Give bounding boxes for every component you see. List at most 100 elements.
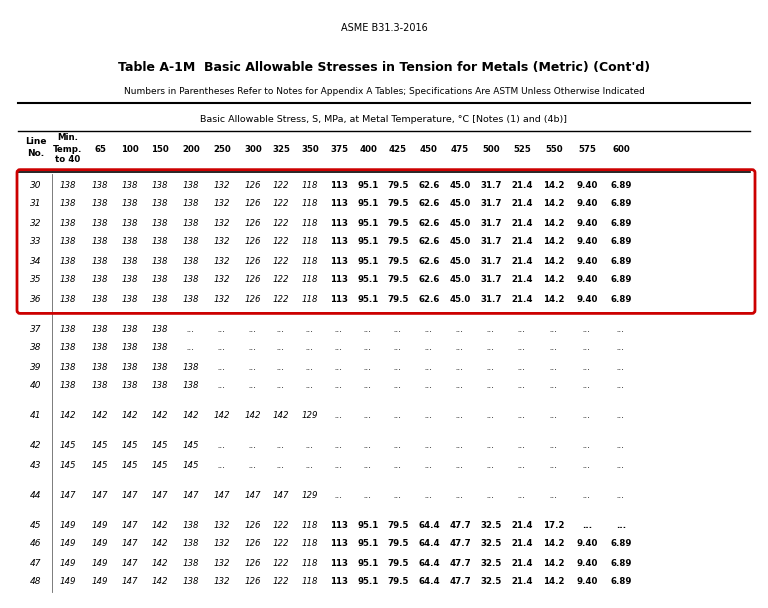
Text: 138: 138 xyxy=(152,257,168,266)
Text: 138: 138 xyxy=(152,218,168,227)
Text: 64.4: 64.4 xyxy=(419,559,440,567)
Text: ...: ... xyxy=(277,362,285,371)
Text: ...: ... xyxy=(583,325,591,334)
Text: 34: 34 xyxy=(30,257,41,266)
Text: ...: ... xyxy=(425,460,433,469)
Text: 132: 132 xyxy=(214,559,230,567)
Text: 64.4: 64.4 xyxy=(419,578,440,587)
Text: 36: 36 xyxy=(30,294,41,303)
Text: 149: 149 xyxy=(60,520,76,530)
Text: ...: ... xyxy=(364,325,372,334)
Text: 62.6: 62.6 xyxy=(419,238,440,246)
Text: 147: 147 xyxy=(122,578,138,587)
Text: 132: 132 xyxy=(214,181,230,190)
Text: 95.1: 95.1 xyxy=(357,199,379,209)
Text: ...: ... xyxy=(582,520,592,530)
Text: 129: 129 xyxy=(302,412,318,421)
Text: 138: 138 xyxy=(152,181,168,190)
Text: 45.0: 45.0 xyxy=(449,181,471,190)
Text: ...: ... xyxy=(335,441,343,451)
Text: 132: 132 xyxy=(214,199,230,209)
Text: ...: ... xyxy=(218,344,226,353)
Text: 9.40: 9.40 xyxy=(576,275,598,285)
Text: 200: 200 xyxy=(182,145,200,153)
Text: 21.4: 21.4 xyxy=(511,218,533,227)
Text: 95.1: 95.1 xyxy=(357,539,379,548)
Text: ...: ... xyxy=(550,325,558,334)
Text: ...: ... xyxy=(617,460,625,469)
Text: 45.0: 45.0 xyxy=(449,257,471,266)
Text: 62.6: 62.6 xyxy=(419,218,440,227)
Text: 145: 145 xyxy=(122,460,138,469)
Text: 79.5: 79.5 xyxy=(387,238,409,246)
Text: ...: ... xyxy=(456,460,464,469)
Text: ...: ... xyxy=(518,344,526,353)
Text: 149: 149 xyxy=(60,578,76,587)
Text: 142: 142 xyxy=(152,559,168,567)
Text: ...: ... xyxy=(518,441,526,451)
Text: 79.5: 79.5 xyxy=(387,181,409,190)
Text: 525: 525 xyxy=(513,145,531,153)
Text: 32.5: 32.5 xyxy=(480,559,502,567)
Text: 147: 147 xyxy=(122,539,138,548)
Text: 95.1: 95.1 xyxy=(357,238,379,246)
Text: 21.4: 21.4 xyxy=(511,539,533,548)
Text: 149: 149 xyxy=(91,520,108,530)
Text: 122: 122 xyxy=(273,578,290,587)
Text: 149: 149 xyxy=(91,559,108,567)
Text: 95.1: 95.1 xyxy=(357,257,379,266)
Text: ...: ... xyxy=(487,362,495,371)
Text: 79.5: 79.5 xyxy=(387,199,409,209)
Text: 145: 145 xyxy=(183,460,199,469)
Text: 150: 150 xyxy=(151,145,169,153)
Text: 147: 147 xyxy=(122,520,138,530)
Text: 138: 138 xyxy=(122,257,138,266)
Text: 350: 350 xyxy=(301,145,319,153)
Text: 14.2: 14.2 xyxy=(543,539,564,548)
Text: 113: 113 xyxy=(330,218,348,227)
Text: 45.0: 45.0 xyxy=(449,238,471,246)
Text: 118: 118 xyxy=(302,578,318,587)
Text: 138: 138 xyxy=(183,520,199,530)
Text: 142: 142 xyxy=(183,412,199,421)
Text: ...: ... xyxy=(394,344,402,353)
Text: 126: 126 xyxy=(245,257,261,266)
Text: 118: 118 xyxy=(302,559,318,567)
Text: 37: 37 xyxy=(30,325,41,334)
Text: 31.7: 31.7 xyxy=(480,199,502,209)
Text: ...: ... xyxy=(218,325,226,334)
Text: ...: ... xyxy=(456,491,464,500)
Text: 138: 138 xyxy=(183,275,199,285)
Text: 138: 138 xyxy=(122,381,138,390)
Text: 95.1: 95.1 xyxy=(357,275,379,285)
Text: 118: 118 xyxy=(302,275,318,285)
Text: 64.4: 64.4 xyxy=(419,520,440,530)
Text: ...: ... xyxy=(550,460,558,469)
Text: 44: 44 xyxy=(30,491,41,500)
Text: 79.5: 79.5 xyxy=(387,218,409,227)
Text: 21.4: 21.4 xyxy=(511,294,533,303)
Text: 138: 138 xyxy=(91,257,108,266)
Text: 138: 138 xyxy=(152,275,168,285)
Text: 31.7: 31.7 xyxy=(480,257,502,266)
Text: 48: 48 xyxy=(30,578,41,587)
Text: 138: 138 xyxy=(183,362,199,371)
Text: ...: ... xyxy=(617,381,625,390)
Text: 95.1: 95.1 xyxy=(357,520,379,530)
Text: 122: 122 xyxy=(273,275,290,285)
Text: ...: ... xyxy=(425,325,433,334)
Text: ...: ... xyxy=(617,441,625,451)
Text: 138: 138 xyxy=(183,218,199,227)
Text: 475: 475 xyxy=(451,145,469,153)
Text: ...: ... xyxy=(583,344,591,353)
Text: 147: 147 xyxy=(183,491,199,500)
Text: 21.4: 21.4 xyxy=(511,578,533,587)
Text: 6.89: 6.89 xyxy=(611,294,632,303)
Text: ...: ... xyxy=(456,344,464,353)
Text: ...: ... xyxy=(218,460,226,469)
Text: 145: 145 xyxy=(91,460,108,469)
Text: ...: ... xyxy=(425,412,433,421)
Text: 118: 118 xyxy=(302,520,318,530)
Text: 138: 138 xyxy=(91,294,108,303)
Text: 126: 126 xyxy=(245,578,261,587)
